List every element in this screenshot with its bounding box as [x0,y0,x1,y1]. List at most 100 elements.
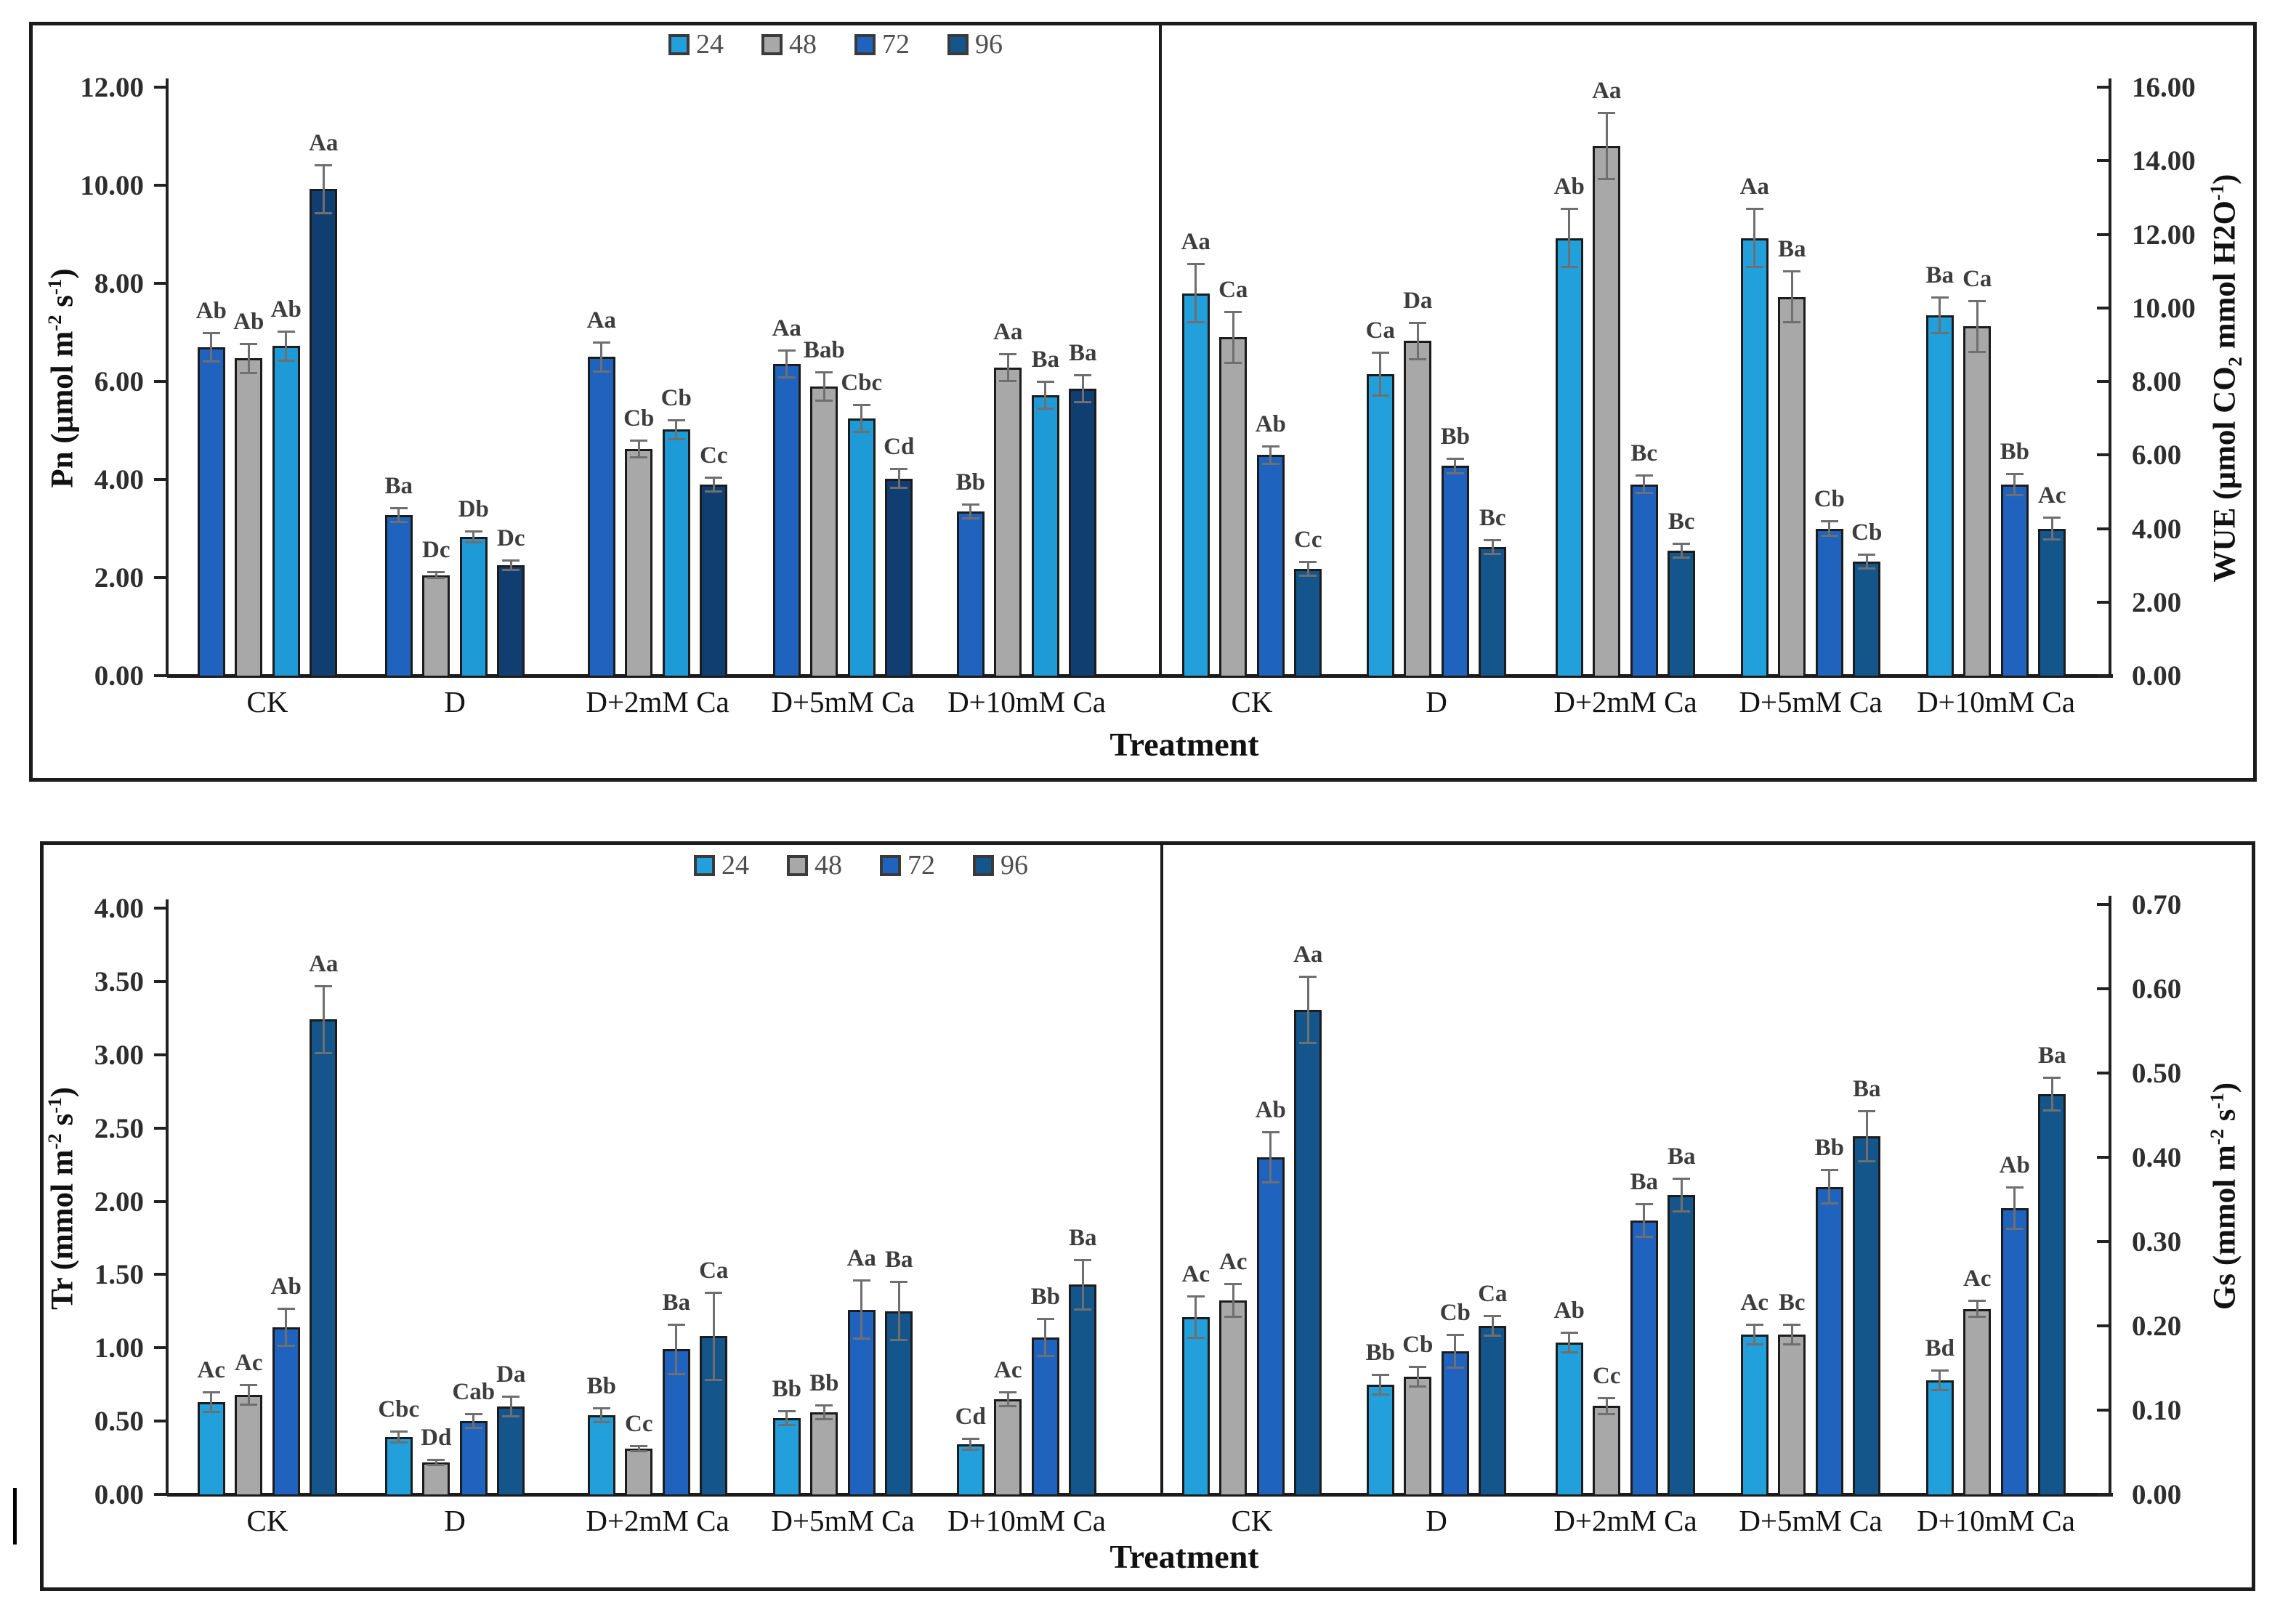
significance-letter: Da [496,1361,526,1388]
legend-item-24: 24 [668,31,724,58]
error-bar-cap [1673,1178,1691,1180]
significance-letter: Cbc [378,1396,420,1423]
error-bar-cap [705,490,723,493]
bar [1740,1334,1769,1497]
bar [700,484,728,678]
error-bar-cap [630,456,648,459]
error-bar-cap [202,1391,220,1393]
category-label: D+10mM Ca [947,1504,1106,1537]
y-axis-title: Tr (mmol m-2 s-1) [44,907,80,1489]
bar [1219,1300,1248,1497]
significance-letter: Dd [421,1424,452,1451]
legend-swatch-icon [761,33,783,55]
text-run: s [45,294,80,315]
tick-label: 0.00 [94,660,144,692]
error-bar-cap [777,1410,796,1412]
tick-mark [154,86,167,89]
tick-mark [154,1053,167,1056]
error-bar-line [860,404,863,432]
significance-letter: Ba [2037,1042,2066,1069]
error-bar-cap [961,503,979,506]
significance-letter: Ca [1218,276,1248,303]
error-bar-cap [1224,361,1242,364]
error-bar-cap [1187,1295,1205,1298]
error-bar-cap [1745,266,1763,269]
bar [662,1349,690,1497]
significance-letter: Ac [197,1356,225,1383]
text-run: Tr (mmol m [45,1149,80,1310]
tick-label: 0.10 [2132,1395,2182,1426]
superscript: -1 [2206,184,2228,201]
category-label: CK [246,1504,288,1537]
tick-label: 0.20 [2132,1311,2182,1342]
error-bar-cap [2005,472,2024,475]
tick-mark [154,907,167,910]
significance-letter: Ba [1068,1225,1097,1252]
error-bar-cap [1560,208,1578,211]
error-bar-cap [315,1051,333,1054]
bar [1925,1380,1954,1497]
error-bar-cap [815,371,833,373]
error-bar-cap [427,1463,445,1466]
error-bar-cap [777,349,796,352]
significance-letter: Aa [586,307,616,333]
error-bar-cap [502,568,520,571]
error-bar-cap [1484,1315,1502,1318]
tick-mark [154,576,167,579]
error-bar-cap [961,1438,979,1441]
error-bar-cap [1560,266,1578,269]
error-bar-cap [1560,1332,1578,1335]
significance-letter: Cd [955,1404,986,1430]
bar [1815,1186,1843,1497]
tick-label: 0.60 [2132,973,2182,1005]
top-x-axis-title: Treatment [1109,726,1259,763]
category-label: D+5mM Ca [771,685,915,719]
bottom-panel-x-axis [167,1493,2113,1497]
significance-letter: Cc [700,442,728,469]
error-bar-cap [1187,263,1205,265]
error-bar-line [1491,1316,1494,1336]
y-axis-title: Gs (mmol m-2 s-1) [2206,906,2242,1487]
error-bar-cap [427,577,445,580]
legend-label: 96 [1001,850,1028,881]
bar [235,358,263,678]
error-bar-cap [1299,1042,1317,1045]
tick-mark [154,1273,167,1276]
error-bar-line [1568,209,1571,268]
y-axis-line [166,899,169,1496]
tick-mark [2097,903,2110,906]
bar [1778,1334,1806,1497]
error-bar-cap [1446,1333,1464,1336]
significance-letter: Ba [1925,262,1954,288]
error-bar-cap [240,343,258,346]
error-bar-cap [1484,552,1502,555]
tick-label: 10.00 [2132,293,2196,324]
error-bar-cap [1446,458,1464,461]
error-bar-cap [389,1430,408,1433]
significance-letter: Ac [1963,1266,1992,1292]
bar [497,565,525,678]
error-bar-cap [705,1291,723,1294]
legend-item-96: 96 [947,31,1003,58]
tick-label: 16.00 [2132,72,2196,103]
tick-mark [154,980,167,983]
tick-mark [154,1127,167,1130]
error-bar-cap [1074,1259,1092,1262]
significance-letter: Ca [699,1257,729,1284]
error-bar-cap [1074,374,1092,377]
error-bar-line [472,1414,475,1429]
error-bar-line [600,1407,603,1423]
error-bar-cap [1446,471,1464,474]
error-bar-cap [667,1323,685,1326]
error-bar-cap [1931,296,1949,299]
bar [235,1394,263,1497]
error-bar-line [1081,1260,1084,1310]
bar [197,347,225,678]
significance-letter: Db [458,495,489,522]
tick-mark [154,478,167,481]
bar [885,1311,913,1497]
error-bar-cap [999,1404,1017,1407]
error-bar-cap [999,353,1017,356]
error-bar-cap [1371,1374,1389,1377]
tick-label: 2.00 [94,562,144,594]
